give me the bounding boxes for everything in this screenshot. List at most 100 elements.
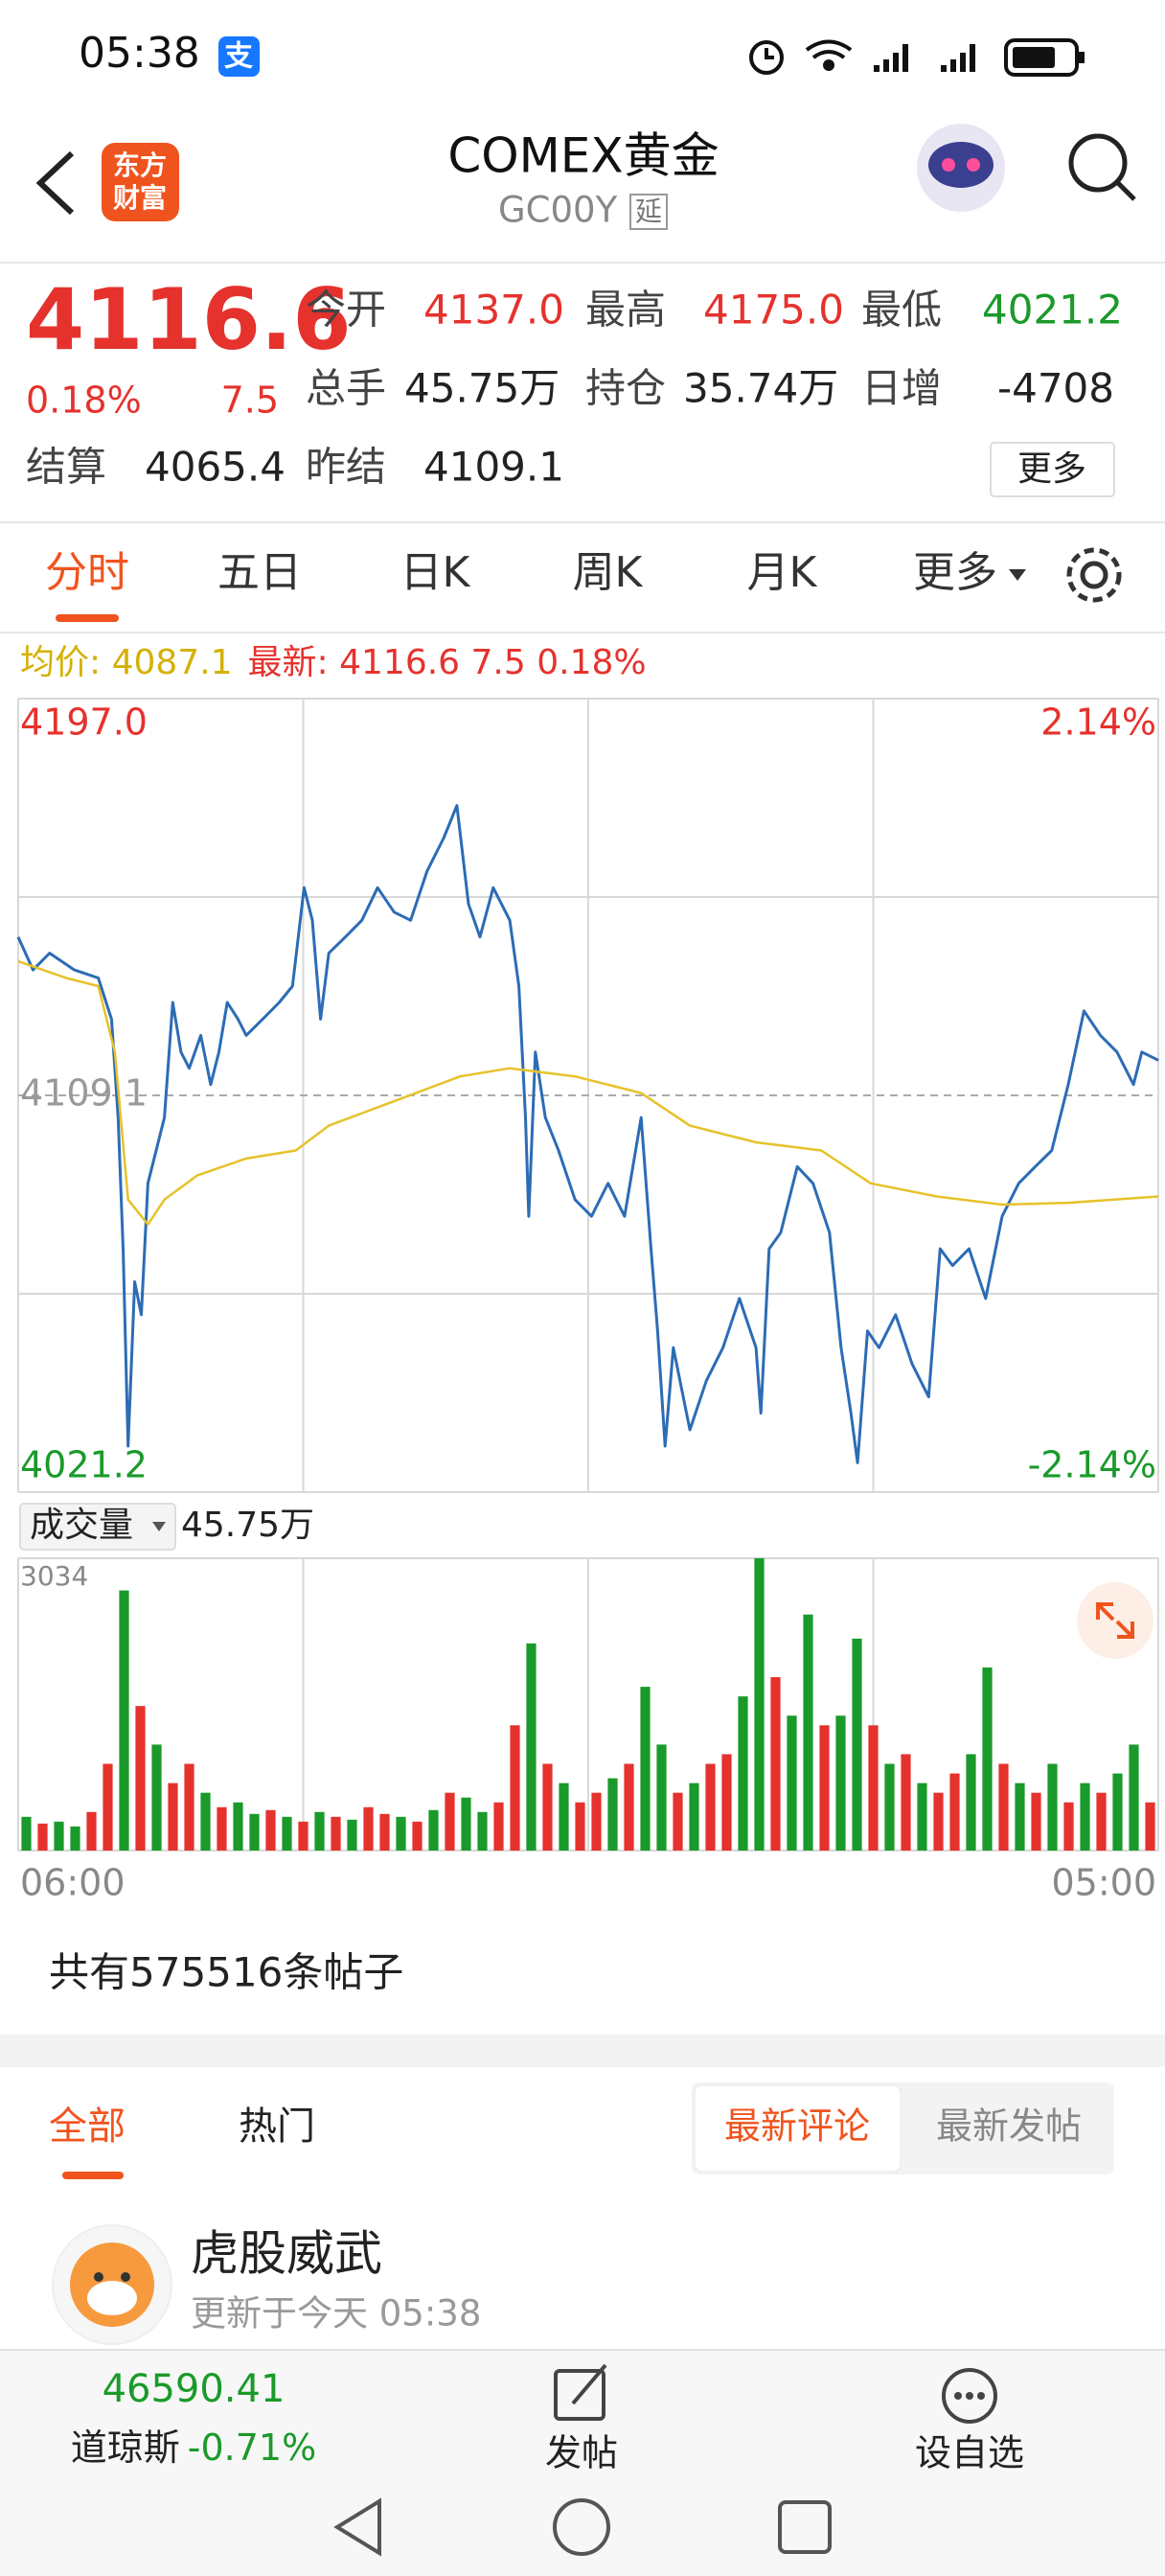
volume-bar xyxy=(1015,1782,1025,1851)
robot-avatar[interactable] xyxy=(917,124,1005,212)
volume-bar xyxy=(21,1816,32,1851)
index-name[interactable]: 道琼斯 xyxy=(71,2426,180,2469)
volume-bar xyxy=(933,1792,944,1851)
volume-selector-label[interactable]: 成交量 xyxy=(30,1506,133,1545)
delay-badge: 延 xyxy=(635,196,662,227)
updated-time: 更新于今天 05:38 xyxy=(191,2293,481,2334)
volume-bar xyxy=(884,1763,895,1851)
volume-bar xyxy=(1096,1792,1107,1851)
volume-bar xyxy=(314,1811,325,1851)
back-button[interactable] xyxy=(35,150,75,216)
field-label: 最低 xyxy=(861,287,942,334)
post-icon[interactable] xyxy=(554,2363,607,2421)
nav-back[interactable] xyxy=(333,2497,381,2557)
volume-bar xyxy=(265,1809,276,1851)
last-price: 4116.6 xyxy=(26,270,352,369)
volume-bar xyxy=(526,1643,537,1851)
period-tab[interactable]: 周K xyxy=(573,548,644,597)
title: COMEX黄金 xyxy=(447,128,719,184)
volume-total: 45.75万 xyxy=(181,1506,314,1545)
index-label[interactable]: 道琼斯 -0.71% xyxy=(71,2426,316,2469)
logo-text: 财富 xyxy=(113,182,167,214)
field-label: 今开 xyxy=(306,287,386,334)
delay-badge-box xyxy=(629,194,668,230)
volume-selector[interactable] xyxy=(19,1503,176,1551)
price-chart: 4197.0 4109.1 4021.2 2.14% -2.14% xyxy=(16,698,1159,1493)
more-button[interactable]: 更多 xyxy=(1017,449,1086,489)
user-name[interactable]: 虎股威武 xyxy=(191,2226,382,2282)
volume-bar xyxy=(982,1667,993,1851)
volume-bar xyxy=(787,1715,797,1851)
expand-button[interactable] xyxy=(1077,1582,1154,1659)
field-value: 35.74万 xyxy=(683,365,838,412)
volume-bar xyxy=(412,1821,423,1851)
volume-bar xyxy=(835,1715,846,1851)
posts-tab[interactable]: 热门 xyxy=(239,2104,315,2149)
volume-bar xyxy=(168,1782,178,1851)
sort-option[interactable]: 最新评论 xyxy=(724,2105,870,2148)
volume-bar xyxy=(721,1754,732,1851)
volume-bar xyxy=(493,1802,504,1851)
volume-bar xyxy=(966,1754,976,1851)
volume-bar xyxy=(640,1687,651,1851)
field-value: 45.75万 xyxy=(404,365,560,412)
volume-bar xyxy=(738,1696,748,1851)
settings-button[interactable] xyxy=(1066,547,1122,603)
nav-home[interactable] xyxy=(553,2498,610,2556)
volume-bar xyxy=(86,1811,97,1851)
volume-bar xyxy=(70,1826,80,1851)
volume-bar xyxy=(1129,1744,1139,1851)
y2-tick-label: 2.14% xyxy=(1040,702,1156,744)
field-label: 日增 xyxy=(861,365,942,412)
volume-bar xyxy=(1145,1802,1155,1851)
volume-chart: 3034 06:00 05:00 xyxy=(18,1557,1158,1904)
more-button-box[interactable] xyxy=(990,442,1115,497)
period-tab[interactable]: 日K xyxy=(400,548,471,597)
period-tab[interactable]: 分时 xyxy=(45,548,129,597)
user-avatar[interactable] xyxy=(52,2224,172,2345)
tab-underline xyxy=(62,2172,124,2179)
price-line xyxy=(17,959,1159,1226)
volume-bar xyxy=(917,1782,927,1851)
volume-bar xyxy=(901,1754,911,1851)
period-tabs: 分时 五日 日K 周K 月K 更多 xyxy=(45,548,997,622)
y-tick-label: 4109.1 xyxy=(20,1072,148,1115)
sort-option[interactable]: 最新发帖 xyxy=(936,2105,1082,2148)
period-tab[interactable]: 月K xyxy=(747,548,818,597)
field-value: 4137.0 xyxy=(423,287,564,334)
field-value: 4065.4 xyxy=(145,444,286,491)
volume-bar xyxy=(998,1763,1009,1851)
bottom-bar xyxy=(0,2350,1165,2576)
y-tick-label: 4021.2 xyxy=(20,1444,148,1486)
app-badge: 支 xyxy=(224,40,253,74)
volume-bar xyxy=(624,1763,634,1851)
nav-recent[interactable] xyxy=(778,2500,832,2554)
legend-entry: 最新: 4116.6 7.5 0.18% xyxy=(248,643,647,682)
field-label: 最高 xyxy=(585,287,666,334)
watch-button[interactable]: 设自选 xyxy=(915,2432,1024,2474)
watch-icon[interactable] xyxy=(942,2368,997,2424)
volume-bar xyxy=(559,1782,569,1851)
volume-bar xyxy=(1031,1792,1041,1851)
quote-fields: 今开 4137.0 最高 4175.0 最低 4021.2 总手 45.75万 持仓 35.74万… xyxy=(26,287,1123,491)
posts-tab[interactable]: 全部 xyxy=(49,2104,126,2149)
index-change[interactable]: -0.71% xyxy=(188,2426,316,2469)
volume-bar xyxy=(396,1816,406,1851)
separator xyxy=(0,2035,1165,2067)
index-value[interactable]: 46590.41 xyxy=(103,2367,286,2411)
volume-bar xyxy=(868,1725,879,1851)
volume-bar xyxy=(200,1792,211,1851)
post-button[interactable]: 发帖 xyxy=(545,2432,618,2474)
volume-bar xyxy=(135,1706,146,1851)
tab-underline xyxy=(56,614,119,622)
volume-bar xyxy=(1063,1802,1074,1851)
volume-bar xyxy=(656,1744,667,1851)
period-tab[interactable]: 五日 xyxy=(217,548,302,597)
volume-bar xyxy=(1047,1763,1058,1851)
volume-bar xyxy=(379,1813,390,1851)
field-value: 4109.1 xyxy=(423,444,564,491)
search-button[interactable] xyxy=(1068,133,1136,201)
period-tab[interactable]: 更多 xyxy=(913,548,997,597)
status-time: 05:38 xyxy=(79,29,200,78)
